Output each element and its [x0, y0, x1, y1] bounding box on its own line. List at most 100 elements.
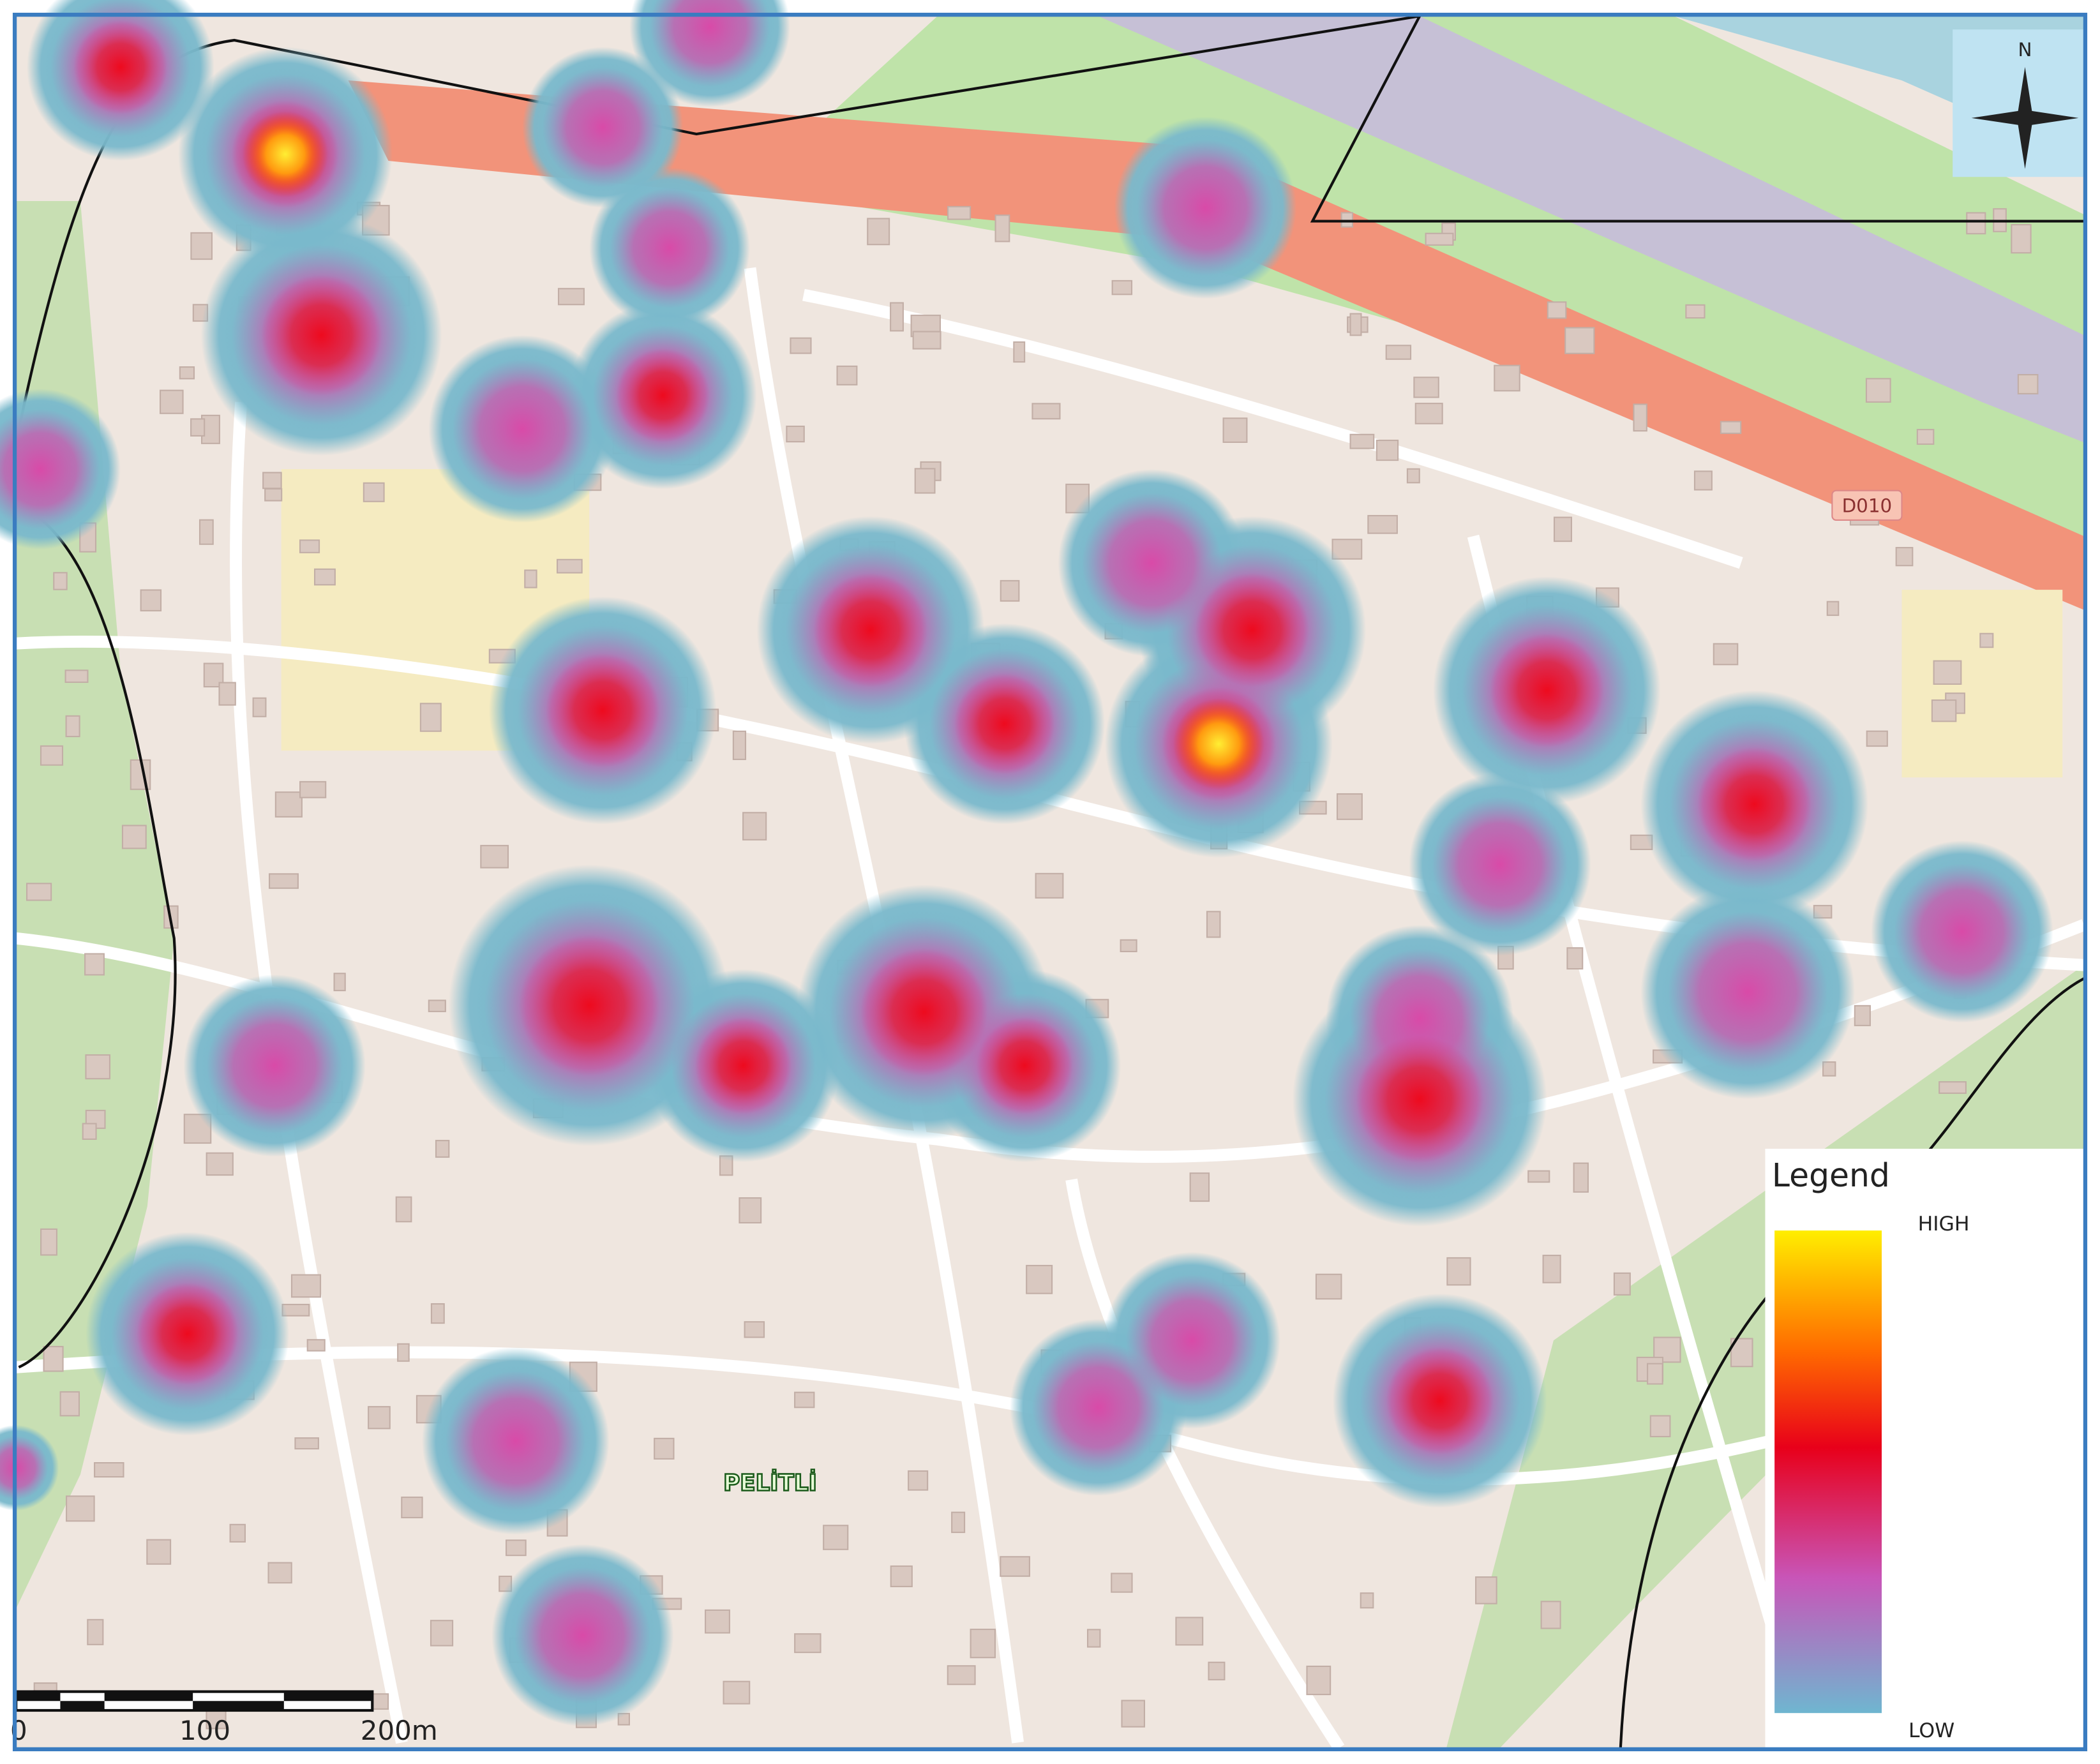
building — [705, 1609, 730, 1634]
building — [397, 1343, 410, 1362]
building — [401, 1496, 423, 1519]
heat-core — [1697, 747, 1811, 862]
building — [1121, 1700, 1145, 1728]
building — [160, 389, 184, 414]
scale-segment — [283, 1691, 373, 1701]
building — [435, 1140, 450, 1158]
scale-segment — [104, 1691, 193, 1701]
building — [218, 682, 236, 706]
heatmap — [0, 0, 2053, 1727]
heat-core — [137, 1282, 239, 1385]
building — [1693, 470, 1713, 491]
building — [1206, 911, 1221, 938]
building — [1685, 304, 1706, 319]
building — [1865, 378, 1891, 403]
building — [1120, 939, 1137, 952]
heat-mid — [445, 1370, 586, 1512]
heat-mid — [542, 67, 663, 188]
building — [1613, 1272, 1631, 1296]
building — [1360, 1592, 1374, 1609]
building — [428, 999, 446, 1012]
building — [1931, 699, 1957, 722]
building — [40, 745, 64, 766]
building — [480, 844, 509, 869]
heat-mid — [1137, 139, 1274, 276]
building — [274, 791, 303, 818]
building — [1633, 403, 1647, 432]
building — [43, 1345, 64, 1372]
building — [430, 1303, 445, 1324]
building — [723, 1680, 751, 1705]
building — [121, 825, 147, 849]
building — [1306, 1665, 1331, 1696]
building — [294, 1437, 319, 1450]
building — [229, 1523, 246, 1543]
building — [790, 337, 812, 354]
east-west-needle — [1971, 110, 2079, 126]
building — [994, 214, 1010, 243]
scale-label: 200m — [361, 1715, 438, 1746]
building — [1349, 313, 1362, 336]
building — [313, 568, 336, 586]
north-arrow: N — [1953, 29, 2084, 177]
building — [1189, 1172, 1210, 1202]
heat-mid — [1081, 492, 1222, 634]
scale-segment — [16, 1691, 61, 1701]
building — [40, 1228, 57, 1256]
building — [199, 519, 214, 545]
place-label: PELİTLİ — [723, 1470, 817, 1497]
heat-mid — [649, 0, 770, 87]
heat-core — [519, 934, 660, 1076]
legend-high: HIGH — [1918, 1213, 1970, 1236]
building — [419, 703, 442, 732]
building — [1000, 579, 1020, 602]
building — [1425, 232, 1454, 246]
heat-core — [546, 653, 660, 768]
building — [1475, 1576, 1497, 1604]
building — [183, 1114, 212, 1144]
heat-core — [954, 673, 1055, 774]
building — [1979, 632, 1994, 648]
building — [1547, 301, 1567, 319]
building — [85, 1054, 111, 1080]
building — [1713, 643, 1739, 666]
building — [59, 1391, 80, 1417]
building — [739, 1197, 762, 1223]
heat-mid — [452, 358, 593, 500]
building — [744, 1321, 765, 1338]
heat-core — [1490, 633, 1604, 747]
building — [53, 572, 68, 590]
building — [1573, 1162, 1589, 1193]
building — [140, 589, 162, 611]
building — [1553, 516, 1573, 542]
building — [1895, 547, 1914, 567]
building — [94, 1461, 124, 1478]
building — [836, 365, 858, 385]
legend-ramp — [1774, 1230, 1882, 1714]
north-box — [1953, 29, 2084, 177]
heat-peak — [1173, 698, 1264, 790]
heat-core — [1356, 1035, 1483, 1163]
building — [1208, 1661, 1226, 1680]
legend-title: Legend — [1772, 1156, 1890, 1194]
building — [1647, 1363, 1663, 1385]
north-label: N — [2018, 39, 2032, 61]
heat-core — [976, 1017, 1073, 1114]
building — [823, 1525, 849, 1550]
heat-mid — [1667, 911, 1829, 1073]
building — [951, 1511, 966, 1534]
building — [947, 206, 971, 220]
building — [267, 1562, 292, 1584]
building — [333, 973, 346, 992]
legend-low: LOW — [1909, 1719, 1954, 1742]
scale-bar: 0 100 200m — [10, 1690, 438, 1746]
building — [1933, 660, 1962, 685]
building — [1111, 1573, 1133, 1593]
building — [179, 366, 195, 380]
heat-core — [261, 274, 382, 396]
building — [363, 482, 385, 502]
building — [299, 781, 327, 798]
building — [262, 472, 282, 490]
building — [269, 873, 299, 889]
heat-core — [73, 20, 168, 114]
